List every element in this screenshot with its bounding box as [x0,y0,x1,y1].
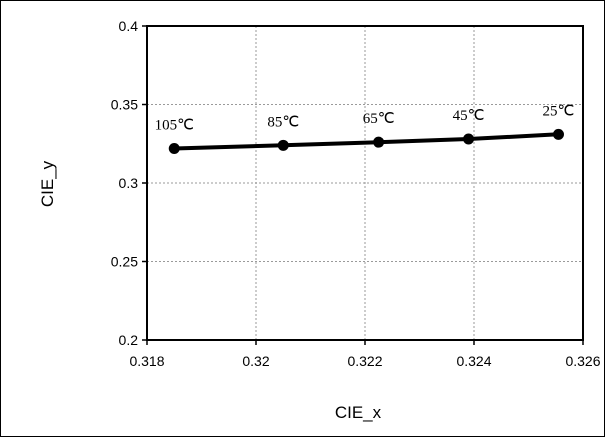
grid-lines [147,26,583,340]
data-point [168,142,180,154]
y-axis-title: CIE_y [38,160,57,207]
point-label: 105℃ [155,117,194,133]
point-labels: 105℃ 85℃ 65℃ 45℃ 25℃ [155,103,575,133]
x-tick-label: 0.318 [129,353,164,369]
y-tick-label: 0.35 [111,97,138,113]
point-label: 45℃ [453,108,485,124]
data-point [552,128,564,140]
point-label: 65℃ [363,111,395,127]
x-tick-label: 0.324 [456,353,491,369]
point-label: 25℃ [543,103,575,119]
y-tick-label: 0.4 [119,18,139,34]
series-layer [168,128,564,154]
data-point [373,136,385,148]
x-tick-label: 0.322 [347,353,382,369]
x-axis-title: CIE_x [335,403,382,422]
x-tick-label: 0.32 [242,353,269,369]
y-tick-label: 0.25 [111,254,138,270]
y-tick-label: 0.2 [119,332,139,348]
data-point [463,133,475,145]
x-tick-label: 0.326 [565,353,600,369]
data-point [277,139,289,151]
y-tick-label: 0.3 [119,175,139,191]
axis-ticks: 0.318 0.32 0.322 0.324 0.326 0.2 0.25 0.3 0.35 0.… [111,18,601,369]
point-label: 85℃ [267,114,299,130]
